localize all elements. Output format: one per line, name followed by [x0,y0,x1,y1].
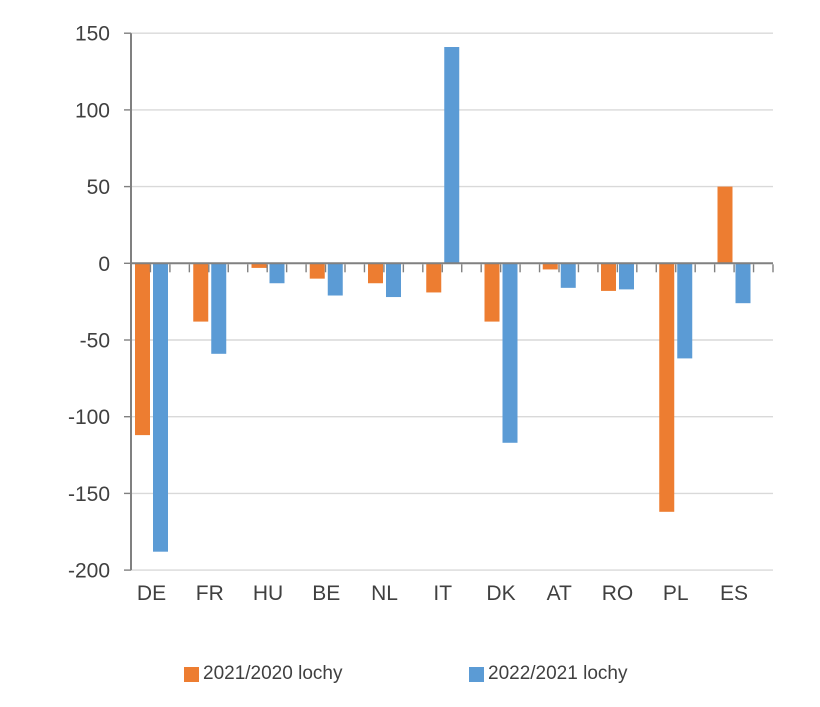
bar-IT-series-1 [444,47,460,264]
bar-FR-series-1 [211,263,227,354]
x-axis-category-label-DK: DK [486,582,515,605]
bar-FR-series-0 [193,263,209,322]
y-axis-tick-label: 100 [75,99,110,122]
legend-item-2022-2021: 2022/2021 lochy [469,663,627,685]
x-axis-category-label-HU: HU [253,582,283,605]
bar-DK-series-1 [502,263,518,443]
bar-chart-canvas: 150 100 50 0 -50 -100 -150 -200 DE FR HU BE NL IT DK AT… [68,23,774,605]
bar-DE-series-0 [135,263,150,436]
bar-PL-series-0 [659,263,675,512]
bar-NL-series-1 [386,263,401,298]
y-axis-tick-label: -50 [80,330,110,353]
y-axis-tick-label: -200 [68,560,110,583]
x-axis-category-label-AT: AT [547,582,572,605]
bar-RO-series-0 [601,263,616,291]
x-axis-category-label-BE: BE [312,582,340,605]
bar-HU-series-0 [251,263,267,268]
bar-HU-series-1 [269,263,285,284]
bar-DE-series-1 [153,263,168,552]
x-axis-category-label-NL: NL [371,582,398,605]
x-axis-category-label-FR: FR [196,582,224,605]
legend-label-2022-2021: 2022/2021 lochy [488,663,628,684]
x-axis-category-label-PL: PL [663,582,689,605]
y-axis-tick-label: 50 [87,176,110,199]
y-axis-tick-label: -100 [68,406,110,429]
bar-ES-series-1 [735,263,751,304]
x-axis-category-label-RO: RO [602,582,634,605]
y-axis-tick-label: -150 [68,483,110,506]
legend-label-2021-2020: 2021/2020 lochy [203,663,343,684]
y-axis-tick-label: 150 [75,23,110,46]
bar-PL-series-1 [677,263,693,359]
bar-AT-series-0 [542,263,558,270]
bar-BE-series-1 [327,263,343,296]
legend-swatch-orange [184,666,199,682]
x-axis-category-label-ES: ES [720,582,748,605]
y-axis-tick-label: 0 [98,253,110,276]
bar-RO-series-1 [619,263,634,290]
legend-swatch-blue [469,666,484,682]
bar-AT-series-1 [560,263,576,288]
legend: 2021/2020 lochy 2022/2021 lochy [0,663,820,685]
x-axis-category-label-DE: DE [137,582,166,605]
legend-item-2021-2020: 2021/2020 lochy [184,663,342,685]
bar-DK-series-0 [484,263,500,322]
bar-ES-series-0 [717,186,733,264]
bar-NL-series-0 [368,263,383,284]
x-axis-category-label-IT: IT [433,582,452,605]
bar-BE-series-0 [309,263,325,279]
bar-IT-series-0 [426,263,442,293]
